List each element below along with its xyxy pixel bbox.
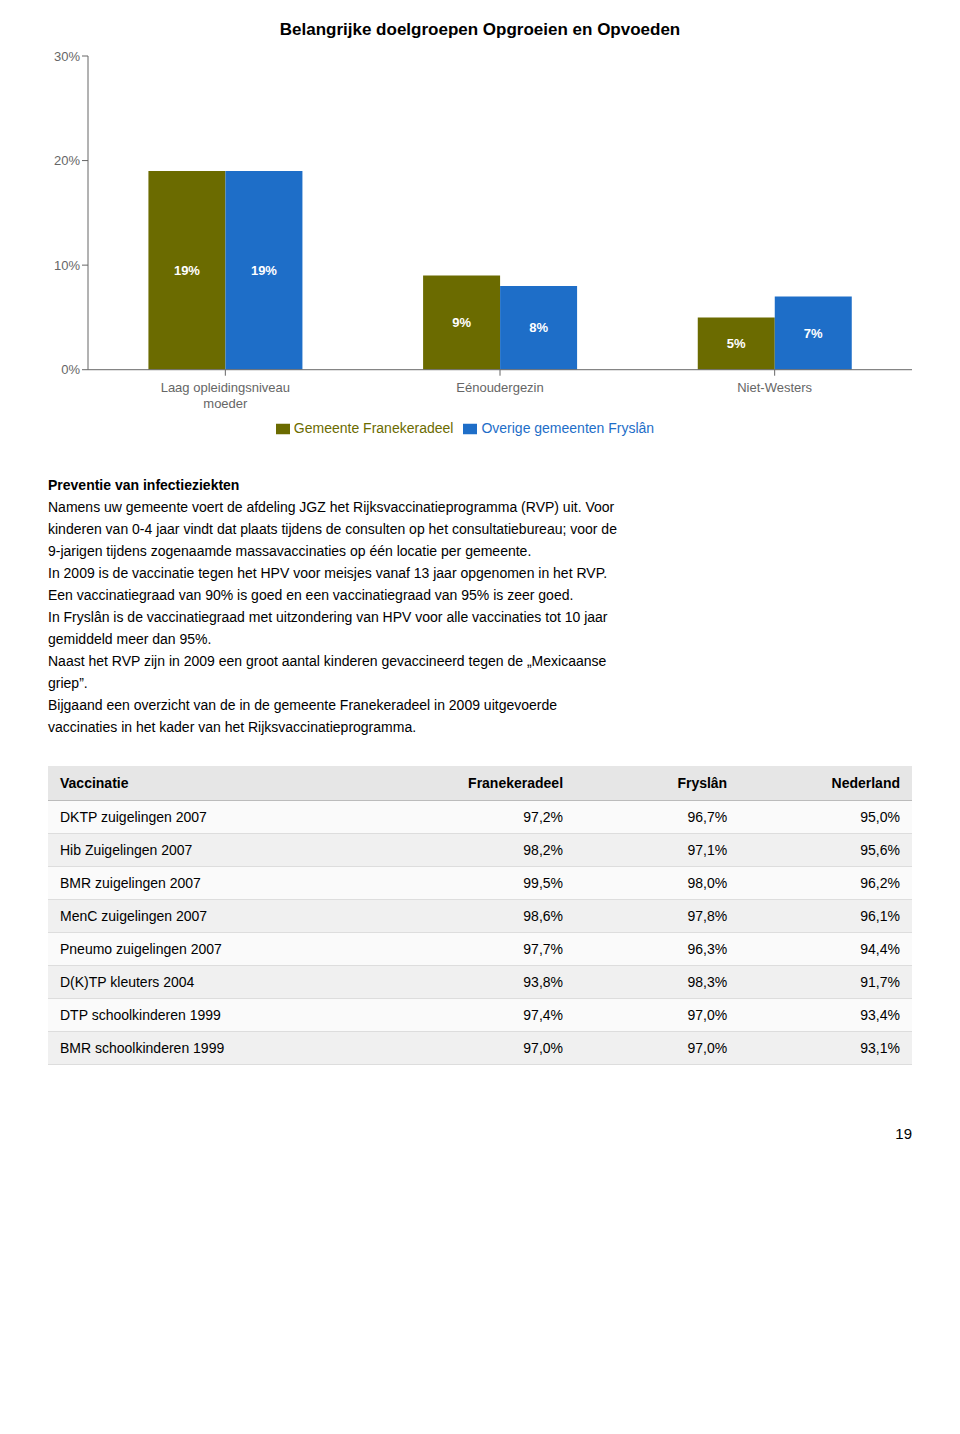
html-text:94,4%: 94,4%: [860, 941, 900, 957]
html-text:Naast het RVP zijn in 2009 een: Naast het RVP zijn in 2009 een groot aan…: [48, 653, 607, 669]
html-text:Een vaccinatiegraad van 90% is: Een vaccinatiegraad van 90% is goed en e…: [48, 587, 574, 603]
html-text:97,4%: 97,4%: [523, 1007, 563, 1023]
html-text:In Fryslân is de vaccinatiegra: In Fryslân is de vaccinatiegraad met uit…: [48, 609, 608, 625]
html-text:19: 19: [895, 1125, 912, 1142]
html-text:Namens uw gemeente voert de af: Namens uw gemeente voert de afdeling JGZ…: [48, 499, 615, 515]
html-text:97,7%: 97,7%: [523, 941, 563, 957]
html-text:griep”.: griep”.: [48, 675, 88, 691]
svg-text:9%: 9%: [452, 315, 471, 330]
html-text:Bijgaand een overzicht van de: Bijgaand een overzicht van de in de geme…: [48, 697, 557, 713]
html-text:Vaccinatie: Vaccinatie: [60, 775, 129, 791]
html-text:Fryslân: Fryslân: [677, 775, 728, 791]
html-text:DKTP zuigelingen 2007: DKTP zuigelingen 2007: [60, 809, 207, 825]
html-text:Preventie van infectieziekten: Preventie van infectieziekten: [48, 477, 240, 493]
html-text:96,2%: 96,2%: [860, 875, 900, 891]
html-text:BMR zuigelingen 2007: BMR zuigelingen 2007: [60, 875, 201, 891]
html-text:Belangrijke doelgroepen Opgroe: Belangrijke doelgroepen Opgroeien en Opv…: [279, 20, 681, 39]
html-text:98,3%: 98,3%: [687, 974, 728, 990]
html-text:Nederland: Nederland: [831, 775, 900, 791]
html-text:97,0%: 97,0%: [687, 1040, 728, 1056]
html-text:kinderen van 0-4 jaar vindt da: kinderen van 0-4 jaar vindt dat plaats t…: [48, 521, 617, 537]
html-text:Overige gemeenten Fryslân: Overige gemeenten Fryslân: [481, 419, 655, 436]
svg-text:0%: 0%: [61, 362, 80, 377]
html-text:99,5%: 99,5%: [523, 875, 563, 891]
html-text:BMR schoolkinderen 1999: BMR schoolkinderen 1999: [60, 1040, 225, 1056]
html-text:93,8%: 93,8%: [523, 974, 563, 990]
svg-text:19%: 19%: [174, 263, 200, 278]
html-text:98,2%: 98,2%: [523, 842, 563, 858]
html-text:98,0%: 98,0%: [687, 875, 728, 891]
html-text:vaccinaties in het kader van h: vaccinaties in het kader van het Rijksva…: [48, 719, 417, 735]
html-text:98,6%: 98,6%: [523, 908, 563, 924]
html-text:97,2%: 97,2%: [523, 809, 563, 825]
html-text:96,1%: 96,1%: [860, 908, 900, 924]
html-text:95,6%: 95,6%: [860, 842, 900, 858]
svg-text:Laag opleidingsniveaumoeder: Laag opleidingsniveaumoeder: [161, 380, 290, 411]
html-text:D(K)TP kleuters 2004: D(K)TP kleuters 2004: [60, 974, 195, 990]
html-text:93,1%: 93,1%: [860, 1040, 900, 1056]
html-text:97,0%: 97,0%: [523, 1040, 563, 1056]
html-text:93,4%: 93,4%: [860, 1007, 900, 1023]
svg-text:19%: 19%: [251, 263, 277, 278]
html-text:DTP schoolkinderen 1999: DTP schoolkinderen 1999: [60, 1007, 221, 1023]
html-text:In 2009 is de vaccinatie tegen: In 2009 is de vaccinatie tegen het HPV v…: [48, 565, 608, 581]
svg-text:Niet-Westers: Niet-Westers: [737, 380, 812, 395]
html-text:MenC zuigelingen 2007: MenC zuigelingen 2007: [60, 908, 208, 924]
html-text:9-jarigen tijdens zogenaamde m: 9-jarigen tijdens zogenaamde massavaccin…: [48, 543, 532, 559]
html-text:96,7%: 96,7%: [687, 809, 728, 825]
svg-text:5%: 5%: [727, 336, 746, 351]
html-text:Pneumo zuigelingen 2007: Pneumo zuigelingen 2007: [60, 941, 222, 957]
html-text:Gemeente Franekeradeel: Gemeente Franekeradeel: [293, 419, 454, 436]
html-text:gemiddeld meer dan 95%.: gemiddeld meer dan 95%.: [48, 631, 212, 647]
svg-text:8%: 8%: [529, 320, 548, 335]
html-text:97,8%: 97,8%: [687, 908, 728, 924]
svg-text:Eénoudergezin: Eénoudergezin: [456, 380, 543, 395]
html-text:Hib Zuigelingen 2007: Hib Zuigelingen 2007: [60, 842, 193, 858]
html-text:91,7%: 91,7%: [860, 974, 900, 990]
html-text:97,1%: 97,1%: [687, 842, 728, 858]
svg-text:10%: 10%: [54, 258, 80, 273]
html-text:96,3%: 96,3%: [687, 941, 728, 957]
html-text:95,0%: 95,0%: [860, 809, 900, 825]
svg-text:7%: 7%: [804, 326, 823, 341]
html-text:Franekeradeel: Franekeradeel: [468, 775, 563, 791]
html-text:97,0%: 97,0%: [687, 1007, 728, 1023]
svg-text:20%: 20%: [54, 153, 80, 168]
svg-text:30%: 30%: [54, 49, 80, 64]
